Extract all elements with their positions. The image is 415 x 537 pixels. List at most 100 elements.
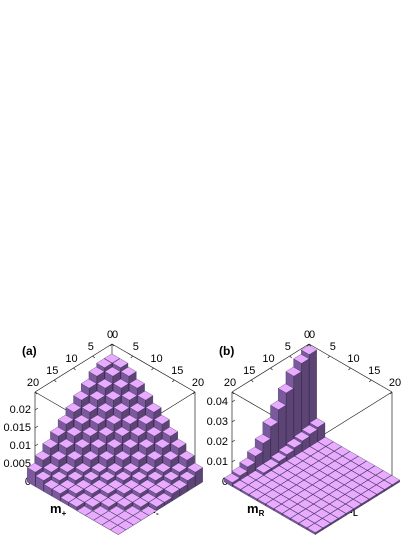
bar-top xyxy=(328,489,345,500)
bar-top xyxy=(92,492,109,503)
bar-top xyxy=(330,508,347,519)
bar-top xyxy=(351,465,368,476)
bar-top xyxy=(59,462,75,473)
bar-top xyxy=(314,508,331,519)
bar-top xyxy=(272,484,289,495)
x-tick-label: 10 xyxy=(65,353,77,365)
bar-top xyxy=(263,458,280,469)
bar-top xyxy=(368,484,385,495)
bar-top xyxy=(272,475,288,485)
bar-top xyxy=(279,470,296,480)
x-tick-label: 15 xyxy=(243,365,255,377)
bar-top xyxy=(67,471,84,481)
bar xyxy=(68,497,85,511)
bar xyxy=(92,506,109,516)
y-tick-label: 0 xyxy=(112,329,118,341)
bar-top xyxy=(114,450,131,461)
x-tick-label: 0 xyxy=(107,329,113,341)
bar-top xyxy=(290,513,307,524)
bar-top xyxy=(328,480,345,490)
bar-top xyxy=(146,426,163,437)
bar-top xyxy=(123,462,139,473)
y-tick xyxy=(369,379,372,383)
bar-top xyxy=(112,378,129,389)
bar-top xyxy=(90,438,107,449)
bar-top xyxy=(101,510,118,521)
bar-top xyxy=(100,497,117,508)
bar-top xyxy=(58,438,75,449)
z-tick xyxy=(231,459,236,463)
z-tick xyxy=(231,419,236,423)
bar-top xyxy=(89,414,106,425)
bar-top xyxy=(282,508,299,519)
bar-top xyxy=(128,378,145,389)
bar-top xyxy=(114,426,131,437)
bar-top xyxy=(99,471,116,481)
bar-top xyxy=(113,402,130,413)
panel-label: (a) xyxy=(22,344,37,358)
axis-label-subscript: R xyxy=(259,509,265,518)
bar xyxy=(117,520,134,530)
bar-top xyxy=(319,465,336,476)
bar-top xyxy=(68,497,85,508)
bar xyxy=(100,497,117,511)
bar-top xyxy=(59,479,76,490)
bar-top xyxy=(91,479,108,490)
bar-top xyxy=(50,426,67,437)
bar-top xyxy=(120,366,137,377)
bar-top xyxy=(344,489,361,500)
bar-top xyxy=(137,390,154,401)
panel: (b)00.010.020.030.040510152005101520mRnL xyxy=(207,329,401,535)
bar-top xyxy=(288,484,305,495)
bar-top xyxy=(273,494,290,504)
bar-top xyxy=(171,462,187,473)
bar-top xyxy=(334,446,351,456)
bar-top xyxy=(105,390,122,401)
bar-top xyxy=(82,426,99,437)
bar-top xyxy=(162,450,179,461)
bar-top xyxy=(93,515,110,526)
bar-top xyxy=(285,366,302,377)
x-tick-label: 5 xyxy=(285,341,291,353)
bar-top xyxy=(278,445,295,455)
bar-top xyxy=(224,473,240,483)
bar-top xyxy=(145,402,162,413)
bar-top xyxy=(85,510,102,521)
bar-top xyxy=(96,378,113,389)
bar-top xyxy=(301,424,318,435)
bar-top xyxy=(254,434,271,444)
bar-top xyxy=(262,417,279,427)
bar xyxy=(124,506,141,516)
bar-top xyxy=(264,480,281,490)
y-tick xyxy=(151,367,154,371)
bar-top xyxy=(131,484,148,494)
bar-top xyxy=(83,471,100,481)
bar-top xyxy=(302,446,319,456)
bar-top xyxy=(342,451,359,461)
bar-top xyxy=(309,441,326,452)
x-tick xyxy=(270,367,273,371)
bar-top xyxy=(294,451,311,461)
bar-top xyxy=(106,438,123,449)
x-tick-label: 5 xyxy=(88,341,94,353)
bar-top xyxy=(303,465,320,476)
bar-top xyxy=(305,494,322,504)
bar xyxy=(307,523,323,535)
bar-top xyxy=(298,508,315,519)
bar-top xyxy=(322,513,339,524)
bar-top xyxy=(289,494,306,504)
bar xyxy=(109,515,126,526)
bar-top xyxy=(288,475,304,485)
bar-top xyxy=(231,466,248,476)
bar-top xyxy=(73,414,90,425)
bar-top xyxy=(375,470,392,480)
bar-top xyxy=(124,506,141,516)
bar-top xyxy=(240,484,257,495)
bar-top xyxy=(154,438,171,449)
bar-top xyxy=(117,510,134,521)
y-tick-label: 20 xyxy=(389,377,401,389)
bar xyxy=(116,497,133,511)
bar-top xyxy=(248,489,265,500)
y-tick xyxy=(348,367,351,371)
x-tick xyxy=(308,343,312,347)
